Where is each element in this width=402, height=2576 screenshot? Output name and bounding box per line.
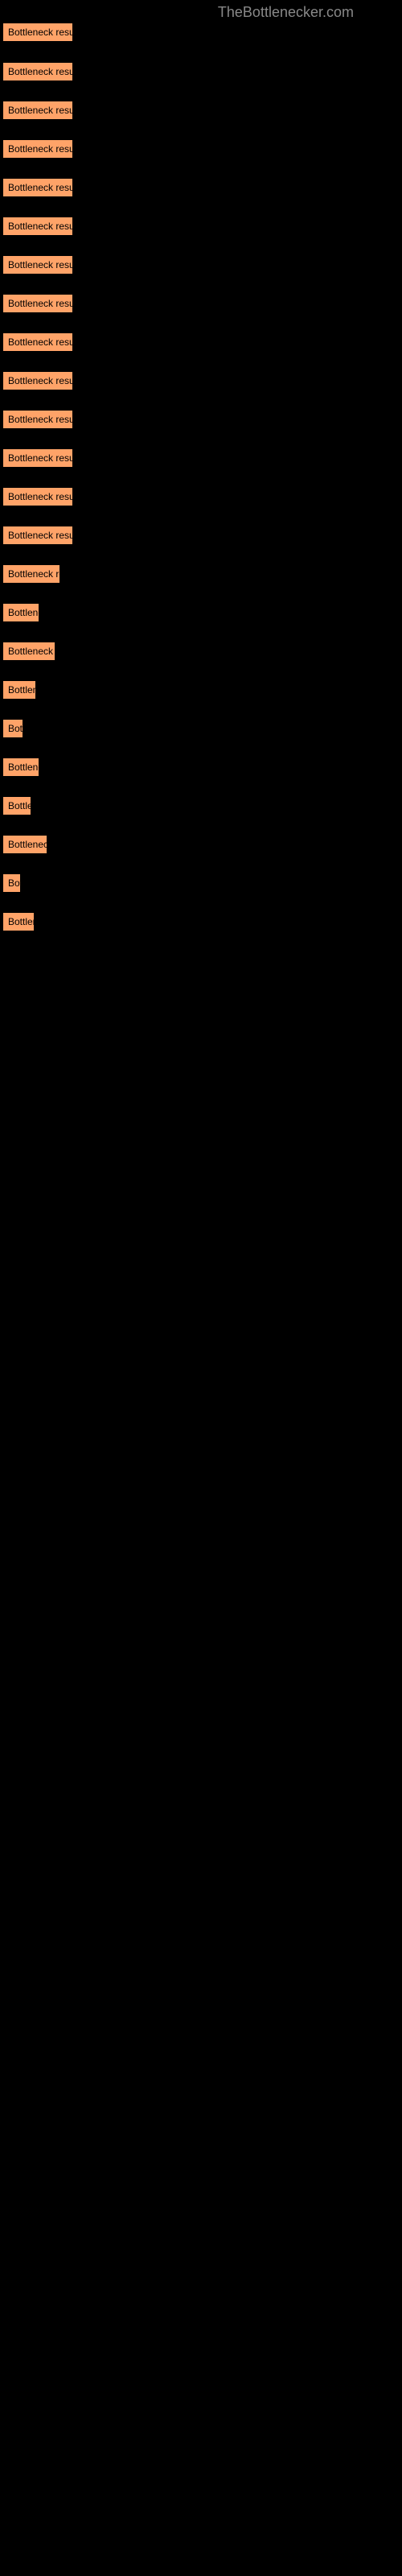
button-row: Bottleneck result [2, 526, 73, 547]
button-row: Bottleneck result [2, 564, 60, 585]
bottleneck-result-button[interactable]: Bottleneck result [2, 873, 21, 893]
bottleneck-result-button[interactable]: Bottleneck result [2, 62, 73, 81]
button-row: Bottleneck result [2, 371, 73, 392]
watermark-text: TheBottlenecker.com [218, 4, 354, 21]
bottleneck-result-button[interactable]: Bottleneck result [2, 912, 35, 931]
button-row: Bottleneck result [2, 873, 21, 894]
bottleneck-result-button[interactable]: Bottleneck result [2, 603, 39, 622]
bottleneck-result-button[interactable]: Bottleneck result [2, 410, 73, 429]
button-row: Bottleneck result [2, 139, 73, 160]
button-row: Bottleneck result [2, 796, 31, 817]
button-row: Bottleneck result [2, 255, 73, 276]
button-row: Bottleneck result [2, 332, 73, 353]
bottleneck-result-button[interactable]: Bottleneck result [2, 217, 73, 236]
bottleneck-result-button[interactable]: Bottleneck result [2, 448, 73, 468]
bottleneck-result-button[interactable]: Bottleneck result [2, 758, 39, 777]
button-row: Bottleneck result [2, 23, 73, 43]
button-row: Bottleneck result [2, 835, 47, 856]
button-row: Bottleneck result [2, 448, 73, 469]
bottleneck-result-button[interactable]: Bottleneck result [2, 139, 73, 159]
button-row: Bottleneck result [2, 101, 73, 122]
bottleneck-result-button[interactable]: Bottleneck result [2, 294, 73, 313]
button-row: Bottleneck result [2, 603, 39, 624]
bottleneck-result-button[interactable]: Bottleneck result [2, 178, 73, 197]
button-row: Bottleneck result [2, 912, 35, 933]
bottleneck-result-button[interactable]: Bottleneck result [2, 255, 73, 275]
bottleneck-result-button[interactable]: Bottleneck result [2, 680, 36, 700]
button-row: Bottleneck result [2, 217, 73, 237]
button-row: Bottleneck result [2, 294, 73, 315]
button-row: Bottleneck result [2, 719, 23, 740]
bottleneck-result-button[interactable]: Bottleneck result [2, 23, 73, 42]
button-row: Bottleneck result [2, 178, 73, 199]
button-row: Bottleneck result [2, 487, 73, 508]
bottleneck-result-button[interactable]: Bottleneck result [2, 835, 47, 854]
button-row: Bottleneck result [2, 62, 73, 83]
bottleneck-result-button[interactable]: Bottleneck result [2, 332, 73, 352]
bottleneck-result-button[interactable]: Bottleneck result [2, 642, 55, 661]
bottleneck-result-button[interactable]: Bottleneck result [2, 526, 73, 545]
bottleneck-result-button[interactable]: Bottleneck result [2, 564, 60, 584]
button-row: Bottleneck result [2, 642, 55, 663]
bottleneck-result-button[interactable]: Bottleneck result [2, 101, 73, 120]
bottleneck-result-button[interactable]: Bottleneck result [2, 487, 73, 506]
bottleneck-result-button[interactable]: Bottleneck result [2, 371, 73, 390]
bottleneck-result-button[interactable]: Bottleneck result [2, 796, 31, 815]
button-row: Bottleneck result [2, 680, 36, 701]
button-row: Bottleneck result [2, 758, 39, 778]
button-row: Bottleneck result [2, 410, 73, 431]
bottleneck-result-button[interactable]: Bottleneck result [2, 719, 23, 738]
